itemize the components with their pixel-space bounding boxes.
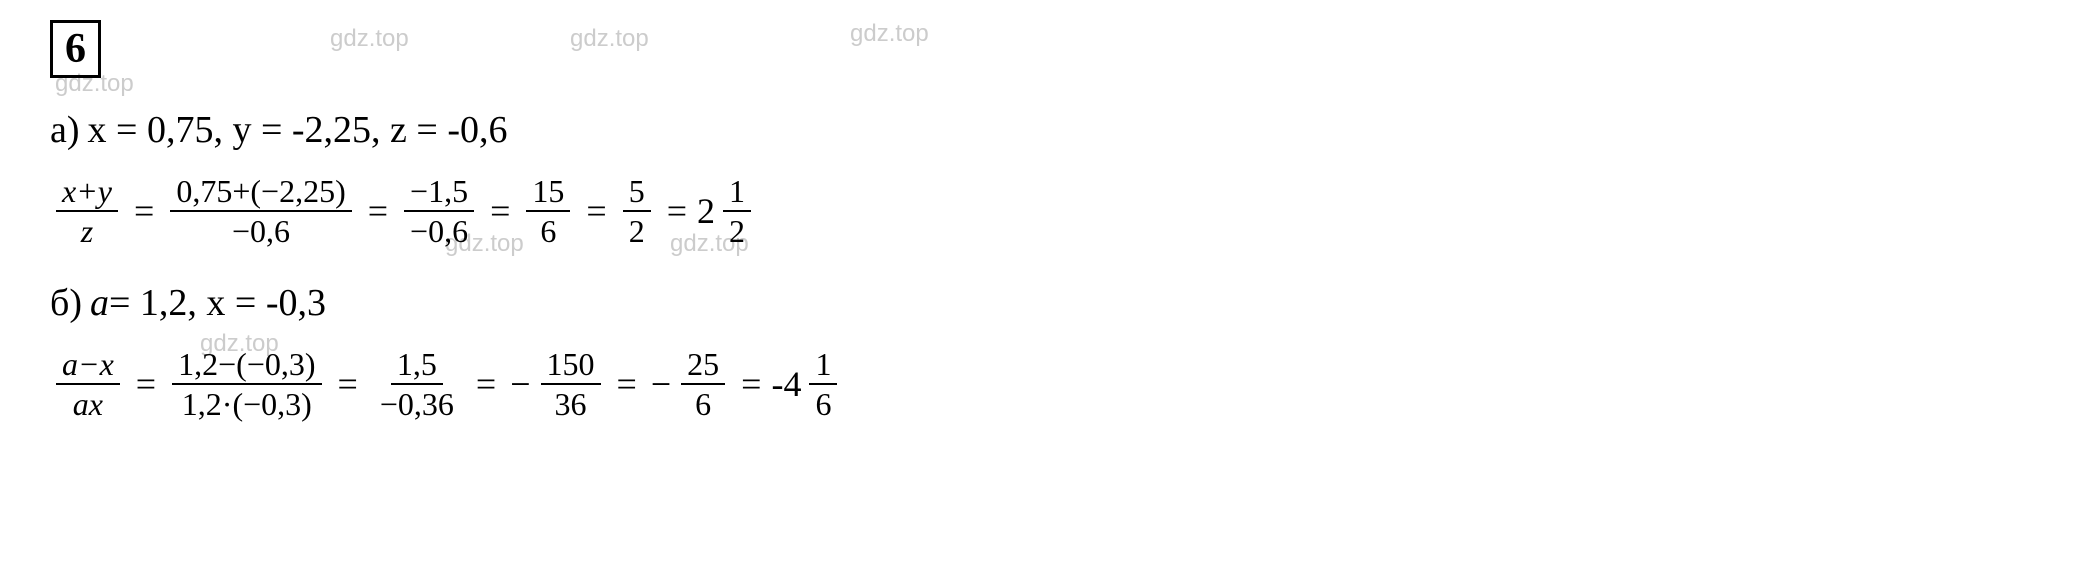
part-a-values: x = 0,75, y = -2,25, z = -0,6 (88, 108, 508, 152)
part-b-values: = 1,2, x = -0,3 (109, 281, 326, 325)
equals: = (476, 363, 496, 405)
part-b-given: б) a = 1,2, x = -0,3 (50, 281, 2032, 325)
part-a-given: а) x = 0,75, y = -2,25, z = -0,6 (50, 108, 2032, 152)
problem-number: 6 (50, 20, 101, 78)
lhs-den-b: ax (67, 385, 109, 423)
equals: = (134, 190, 154, 232)
step-b-0-num: 1,2−(−0,3) (172, 345, 321, 385)
step-b-2: 150 36 (541, 345, 601, 424)
lhs-fraction-b: a−x ax (56, 345, 120, 424)
step-a-0: 0,75+(−2,25) −0,6 (170, 172, 351, 251)
result-a-num: 1 (723, 172, 751, 212)
step-b-0: 1,2−(−0,3) 1,2·(−0,3) (172, 345, 321, 424)
result-b-num: 1 (809, 345, 837, 385)
step-a-2-den: 6 (534, 212, 562, 250)
part-b-a: a (90, 281, 109, 325)
lhs-num-b: a−x (56, 345, 120, 385)
result-a-frac: 1 2 (723, 172, 751, 251)
part-a-label: а) (50, 108, 80, 152)
step-a-3-num: 5 (623, 172, 651, 212)
step-a-3: 5 2 (623, 172, 651, 251)
step-a-2: 15 6 (526, 172, 570, 251)
equals: = (617, 363, 637, 405)
step-b-0-den: 1,2·(−0,3) (176, 385, 318, 423)
step-a-1: −1,5 −0,6 (404, 172, 474, 251)
step-b-1-den: −0,36 (374, 385, 460, 423)
neg-sign: − (651, 363, 671, 405)
step-a-0-den: −0,6 (226, 212, 296, 250)
equals: = (741, 363, 761, 405)
equals: = (490, 190, 510, 232)
step-b-3-den: 6 (689, 385, 717, 423)
result-b-frac: 1 6 (809, 345, 837, 424)
equals: = (667, 190, 687, 232)
equals: = (136, 363, 156, 405)
equals: = (368, 190, 388, 232)
step-b-1-num: 1,5 (391, 345, 443, 385)
part-b-equation: a−x ax = 1,2−(−0,3) 1,2·(−0,3) = 1,5 −0,… (50, 345, 2032, 424)
step-a-3-den: 2 (623, 212, 651, 250)
result-a-den: 2 (723, 212, 751, 250)
step-b-3-num: 25 (681, 345, 725, 385)
lhs-den-a: z (75, 212, 99, 250)
result-a-whole: 2 (697, 190, 715, 232)
step-b-2-num: 150 (541, 345, 601, 385)
step-b-2-den: 36 (549, 385, 593, 423)
part-a-equation: x+y z = 0,75+(−2,25) −0,6 = −1,5 −0,6 = … (50, 172, 2032, 251)
lhs-fraction-a: x+y z (56, 172, 118, 251)
step-a-0-num: 0,75+(−2,25) (170, 172, 351, 212)
result-b-sign: - (771, 363, 783, 405)
step-a-1-den: −0,6 (404, 212, 474, 250)
lhs-num-a: x+y (56, 172, 118, 212)
step-a-2-num: 15 (526, 172, 570, 212)
equals: = (586, 190, 606, 232)
result-b: - 4 1 6 (771, 345, 843, 424)
equals: = (338, 363, 358, 405)
result-b-whole: 4 (783, 363, 801, 405)
step-b-1: 1,5 −0,36 (374, 345, 460, 424)
result-b-den: 6 (809, 385, 837, 423)
step-b-3: 25 6 (681, 345, 725, 424)
part-b-label: б) (50, 281, 82, 325)
result-a: 2 1 2 (697, 172, 757, 251)
neg-sign: − (510, 363, 530, 405)
step-a-1-num: −1,5 (404, 172, 474, 212)
